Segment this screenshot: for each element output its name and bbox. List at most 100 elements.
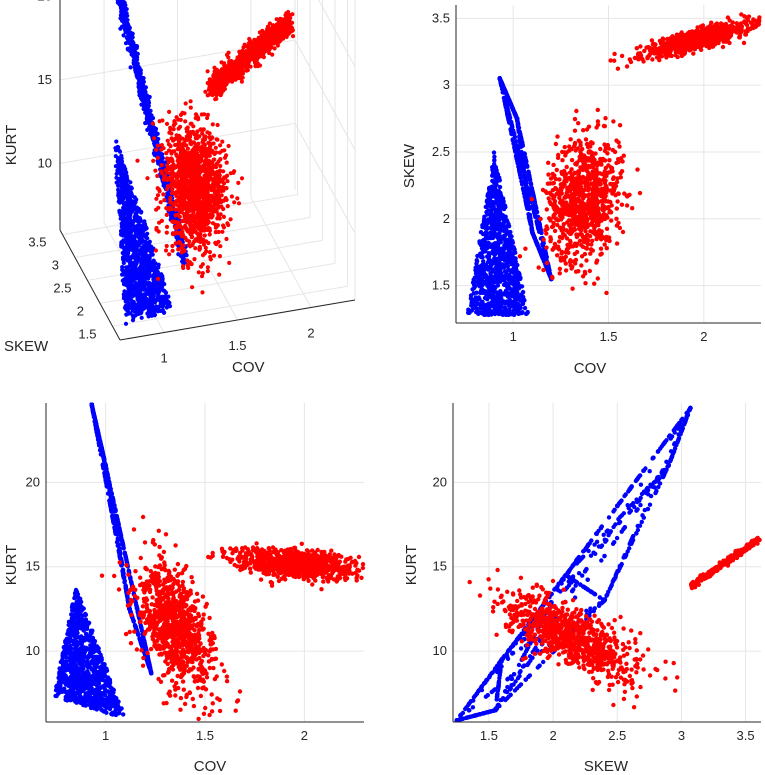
- data-point: [139, 80, 144, 85]
- data-point: [210, 194, 215, 200]
- data-point: [243, 58, 249, 63]
- data-point: [159, 218, 164, 223]
- data-point: [202, 189, 207, 194]
- data-point: [207, 232, 212, 237]
- data-point: [188, 105, 193, 110]
- data-point: [119, 231, 124, 236]
- data-point: [262, 39, 267, 44]
- data-point: [156, 276, 161, 281]
- grid-line: [250, 197, 312, 308]
- data-point: [119, 153, 124, 158]
- data-point: [151, 158, 156, 163]
- data-point: [221, 88, 226, 93]
- data-point: [198, 228, 203, 233]
- data-point: [212, 182, 217, 187]
- data-point: [228, 217, 233, 222]
- data-point: [165, 138, 170, 143]
- data-point: [139, 89, 144, 94]
- panel-3d-ylabel: SKEW: [4, 338, 49, 355]
- data-point: [177, 231, 182, 236]
- data-point: [193, 191, 198, 197]
- data-point: [145, 176, 150, 181]
- data-point: [225, 179, 230, 184]
- data-point: [150, 252, 155, 257]
- data-point: [255, 61, 260, 66]
- data-point: [217, 169, 222, 174]
- data-point: [216, 229, 221, 235]
- data-point: [239, 176, 245, 181]
- data-point: [219, 188, 224, 194]
- data-point: [178, 223, 183, 228]
- data-point: [134, 246, 139, 251]
- data-point: [209, 78, 214, 83]
- data-point: [212, 65, 217, 70]
- data-point: [225, 204, 230, 209]
- data-point: [224, 160, 229, 165]
- data-point: [132, 293, 137, 298]
- data-point: [123, 170, 129, 175]
- data-point: [221, 223, 226, 228]
- x-tick-label: 1.5: [228, 338, 246, 353]
- data-point: [197, 158, 202, 164]
- data-point: [160, 118, 165, 123]
- data-point: [176, 247, 181, 252]
- data-point: [205, 227, 210, 232]
- data-point: [147, 267, 152, 272]
- data-point: [121, 260, 126, 266]
- data-point: [153, 168, 158, 173]
- data-point: [205, 69, 210, 74]
- data-point: [209, 135, 215, 140]
- data-point: [128, 276, 133, 281]
- data-point: [187, 239, 192, 244]
- data-point: [167, 109, 172, 114]
- data-point: [132, 237, 137, 242]
- data-point: [193, 246, 198, 251]
- x-tick-label: 1: [160, 351, 167, 366]
- data-point: [284, 34, 289, 40]
- data-point: [116, 156, 121, 162]
- data-point: [245, 44, 250, 49]
- data-point: [250, 49, 255, 54]
- data-point: [142, 94, 147, 99]
- z-tick-label: 15: [38, 72, 52, 87]
- data-point: [177, 214, 182, 219]
- data-point: [161, 192, 166, 197]
- data-point: [190, 159, 195, 164]
- data-point: [215, 81, 220, 86]
- data-point: [272, 24, 277, 29]
- data-point: [176, 157, 181, 162]
- data-point: [150, 121, 155, 126]
- data-point: [200, 262, 205, 267]
- data-point: [227, 260, 232, 265]
- data-point: [156, 205, 161, 210]
- data-point: [149, 289, 154, 294]
- data-point: [210, 122, 215, 127]
- grid-line: [318, 0, 356, 67]
- data-point: [178, 170, 183, 175]
- data-point: [203, 181, 208, 186]
- data-point: [199, 220, 204, 226]
- data-point: [192, 203, 197, 208]
- data-point: [232, 200, 237, 205]
- data-point: [226, 143, 231, 149]
- data-point: [114, 139, 119, 144]
- data-point: [124, 265, 129, 270]
- data-point: [215, 197, 220, 202]
- data-point: [170, 248, 175, 253]
- data-point: [127, 246, 132, 251]
- data-point: [169, 207, 174, 212]
- data-point: [213, 225, 218, 230]
- data-point: [284, 14, 289, 19]
- data-point: [218, 157, 223, 162]
- data-point: [236, 201, 242, 206]
- data-point: [217, 272, 222, 277]
- data-point: [251, 43, 256, 48]
- data-point: [120, 13, 125, 18]
- data-point: [142, 305, 147, 311]
- data-point: [121, 195, 126, 200]
- data-point: [164, 224, 170, 229]
- data-point: [148, 129, 153, 134]
- data-point: [194, 178, 199, 183]
- data-point: [169, 151, 174, 156]
- data-point: [286, 9, 291, 15]
